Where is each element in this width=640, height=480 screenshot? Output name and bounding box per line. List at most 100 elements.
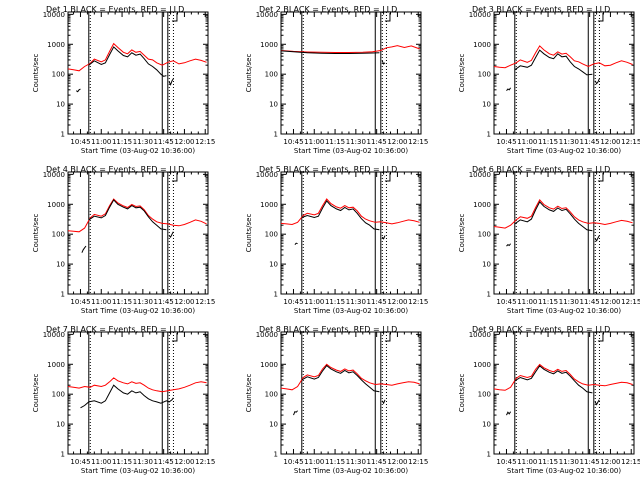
plot-frame <box>493 11 635 135</box>
x-tick-label: 12:00 <box>387 138 407 146</box>
y-tick-label: 100 <box>265 71 278 79</box>
detector-panel-3: 1 10 100 1000 10000 10:45 11:00 11:15 11:30 11:45… <box>458 5 640 155</box>
y-axis-label: Counts/sec <box>32 54 40 93</box>
x-tick-label: 11:30 <box>346 138 366 146</box>
plot-frame <box>280 331 422 455</box>
events-series-line <box>594 399 600 406</box>
lld-series-line <box>67 377 207 393</box>
x-tick-label: 10:45 <box>70 458 90 466</box>
x-tick-label: 10:45 <box>496 138 516 146</box>
lld-series-line <box>280 198 420 226</box>
x-tick-label: 10:45 <box>283 138 303 146</box>
x-tick-label: 10:45 <box>283 298 303 306</box>
x-tick-label: 11:00 <box>517 298 537 306</box>
plot-frame <box>280 11 422 135</box>
x-tick-label: 11:00 <box>91 458 111 466</box>
x-tick-label: 10:45 <box>70 138 90 146</box>
plot-frame <box>67 11 209 135</box>
x-tick-label: 11:30 <box>346 298 366 306</box>
y-tick-label: 100 <box>52 231 65 239</box>
x-tick-label: 12:00 <box>174 138 194 146</box>
y-axis-label: Counts/sec <box>458 54 466 93</box>
x-tick-label: 11:45 <box>580 458 600 466</box>
x-tick-label: 11:30 <box>346 458 366 466</box>
events-series-line <box>168 78 174 86</box>
events-series-line <box>506 411 512 416</box>
lld-series-line <box>493 199 633 229</box>
x-tick-label: 11:00 <box>517 458 537 466</box>
x-tick-label: 12:00 <box>387 298 407 306</box>
x-tick-label: 12:15 <box>408 298 428 306</box>
x-tick-label: 12:00 <box>600 458 620 466</box>
y-tick-label: 1000 <box>260 361 278 369</box>
x-tick-label: 10:45 <box>70 298 90 306</box>
events-series-line <box>381 399 386 405</box>
events-series-line <box>514 365 593 394</box>
panel-title: Det 6 BLACK = Events, RED = LLD <box>472 165 610 174</box>
x-tick-label: 11:15 <box>112 298 132 306</box>
x-tick-label: 12:00 <box>387 458 407 466</box>
marker-bracket <box>171 333 178 342</box>
x-tick-label: 10:45 <box>496 298 516 306</box>
x-tick-label: 11:15 <box>538 298 558 306</box>
y-tick-label: 1 <box>61 451 65 459</box>
detector-panel-4: 1 10 100 1000 10000 10:45 11:00 11:15 11:30 11:45… <box>32 165 215 315</box>
events-series-line <box>381 60 386 65</box>
y-tick-label: 10 <box>56 101 65 109</box>
x-axis-label: Start Time (03-Aug-02 10:36:00) <box>507 307 621 315</box>
x-tick-label: 11:15 <box>325 138 345 146</box>
plot-frame <box>67 171 209 295</box>
y-tick-label: 1000 <box>473 361 491 369</box>
x-tick-label: 11:15 <box>325 458 345 466</box>
x-tick-label: 11:45 <box>367 298 387 306</box>
detector-panel-6: 1 10 100 1000 10000 10:45 11:00 11:15 11:30 11:45… <box>458 165 640 315</box>
detector-panel-5: 1 10 100 1000 10000 10:45 11:00 11:15 11:30 11:45… <box>245 165 428 315</box>
panel-title: Det 7 BLACK = Events, RED = LLD <box>46 325 184 334</box>
plot-frame <box>280 171 422 295</box>
marker-bracket <box>384 13 391 22</box>
y-tick-label: 100 <box>52 391 65 399</box>
marker-bracket <box>384 333 391 342</box>
events-series-line <box>80 384 174 409</box>
x-tick-label: 11:15 <box>112 138 132 146</box>
y-tick-label: 1 <box>487 451 491 459</box>
y-tick-label: 1 <box>487 131 491 139</box>
y-tick-label: 10 <box>56 421 65 429</box>
x-tick-label: 11:45 <box>580 298 600 306</box>
y-tick-label: 1000 <box>473 201 491 209</box>
x-tick-label: 11:45 <box>367 138 387 146</box>
y-tick-label: 10000 <box>469 11 491 19</box>
events-series-line <box>81 245 87 253</box>
x-tick-label: 11:00 <box>91 138 111 146</box>
y-tick-label: 10 <box>269 101 278 109</box>
y-tick-label: 1 <box>487 291 491 299</box>
events-series-line <box>88 199 167 231</box>
y-tick-label: 1 <box>61 291 65 299</box>
y-tick-label: 10000 <box>256 331 278 339</box>
panel-title: Det 3 BLACK = Events, RED = LLD <box>472 5 610 14</box>
y-tick-label: 10000 <box>469 171 491 179</box>
x-tick-label: 12:15 <box>408 458 428 466</box>
y-tick-label: 10 <box>56 261 65 269</box>
x-tick-label: 12:15 <box>621 298 640 306</box>
events-series-line <box>594 78 600 85</box>
events-series-line <box>506 243 511 247</box>
lld-series-line <box>67 42 207 72</box>
y-tick-label: 1000 <box>473 41 491 49</box>
panel-title: Det 4 BLACK = Events, RED = LLD <box>46 165 184 174</box>
x-tick-label: 11:30 <box>133 298 153 306</box>
y-tick-label: 10000 <box>469 331 491 339</box>
lld-series-line <box>493 363 633 391</box>
x-tick-label: 11:45 <box>154 458 174 466</box>
x-tick-label: 11:15 <box>538 138 558 146</box>
y-tick-label: 10000 <box>43 11 65 19</box>
x-tick-label: 11:45 <box>367 458 387 466</box>
plot-frame <box>493 331 635 455</box>
y-tick-label: 10000 <box>256 171 278 179</box>
lld-series-line <box>493 45 633 69</box>
x-tick-label: 11:00 <box>304 298 324 306</box>
x-tick-label: 12:00 <box>600 138 620 146</box>
y-tick-label: 100 <box>265 231 278 239</box>
y-tick-label: 10 <box>482 261 491 269</box>
